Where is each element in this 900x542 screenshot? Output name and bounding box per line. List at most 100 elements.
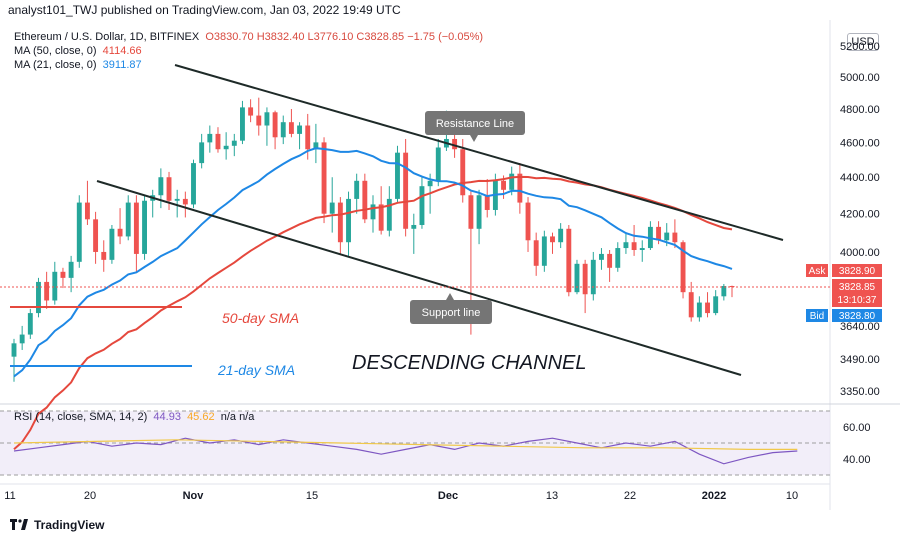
resistance-callout-tail [470, 135, 478, 142]
candle-body[interactable] [199, 142, 205, 164]
candle-body[interactable] [223, 145, 229, 150]
candle-body[interactable] [133, 202, 139, 254]
candle-body[interactable] [574, 263, 580, 293]
candle-body[interactable] [68, 261, 74, 278]
candle-body[interactable] [264, 112, 270, 126]
candle-body[interactable] [419, 186, 425, 225]
candle-body[interactable] [517, 173, 523, 203]
candle-body[interactable] [370, 204, 376, 220]
candle-body[interactable] [476, 195, 482, 229]
candle-body[interactable] [109, 228, 115, 260]
candle-body[interactable] [280, 122, 286, 138]
candle-body[interactable] [721, 286, 727, 297]
candle-body[interactable] [313, 142, 319, 150]
price-axis-ticks: 5200.00 5000.00 4800.00 4600.00 4400.00 4200.… [840, 41, 880, 398]
candle-body[interactable] [386, 198, 392, 231]
candle-body[interactable] [174, 198, 180, 201]
candle-body[interactable] [631, 242, 637, 251]
candle-body[interactable] [191, 163, 196, 205]
candle-body[interactable] [696, 302, 702, 318]
candle-body[interactable] [166, 177, 172, 201]
candle-body[interactable] [558, 228, 564, 243]
candle-body[interactable] [460, 149, 466, 196]
footer-brand[interactable]: TradingView [10, 518, 104, 532]
candle-body[interactable] [52, 271, 58, 301]
symbol-title[interactable]: Ethereum / U.S. Dollar, 1D, BITFINEX [14, 31, 200, 43]
candle-body[interactable] [607, 253, 613, 268]
channel-lower-line[interactable] [96, 180, 742, 376]
candle-body[interactable] [403, 152, 409, 229]
candle-body[interactable] [346, 198, 351, 243]
candle-body[interactable] [615, 248, 621, 268]
candle-body[interactable] [231, 140, 237, 146]
candle-body[interactable] [207, 133, 213, 143]
candle-body[interactable] [656, 226, 662, 241]
candle-body[interactable] [125, 202, 131, 237]
candle-body[interactable] [117, 228, 123, 237]
rsi-legend[interactable]: RSI (14, close, SMA, 14, 2) 44.93 45.62 … [14, 411, 254, 423]
candle-body[interactable] [362, 180, 368, 220]
price-tick-label: 5200.00 [840, 41, 880, 53]
candle-body[interactable] [550, 236, 555, 243]
candle-body[interactable] [158, 177, 164, 196]
candle-body[interactable] [639, 248, 645, 251]
candle-body[interactable] [705, 302, 710, 314]
candle-body[interactable] [566, 228, 572, 293]
currency-button[interactable]: USD [847, 33, 879, 51]
candle-body[interactable] [142, 200, 147, 254]
candle-body[interactable] [533, 240, 539, 266]
candle-body[interactable] [680, 242, 686, 293]
legend-ma50-row[interactable]: MA (50, close, 0) 4114.66 [14, 44, 483, 58]
candle-body[interactable] [84, 202, 90, 220]
candle-body[interactable] [93, 219, 99, 252]
candle-body[interactable] [713, 296, 719, 314]
candle-body[interactable] [623, 242, 629, 249]
candle-body[interactable] [337, 202, 343, 243]
candle-body[interactable] [321, 142, 327, 214]
candle-body[interactable] [215, 133, 221, 150]
candle-body[interactable] [256, 115, 262, 126]
candle-body[interactable] [452, 138, 458, 150]
candle-body[interactable] [101, 251, 107, 260]
ma21-line[interactable] [13, 147, 733, 378]
candle-body[interactable] [248, 107, 254, 116]
candle-body[interactable] [11, 343, 17, 357]
legend-ma21-row[interactable]: MA (21, close, 0) 3911.87 [14, 58, 483, 72]
candle-body[interactable] [272, 112, 278, 138]
rsi-sma-line[interactable] [13, 439, 798, 450]
rsi-line[interactable] [13, 437, 798, 465]
candle-body[interactable] [36, 281, 41, 314]
candle-body[interactable] [411, 224, 417, 229]
candle-body[interactable] [27, 313, 33, 335]
candle-body[interactable] [182, 198, 188, 205]
candle-body[interactable] [672, 232, 678, 243]
candle-body[interactable] [525, 202, 531, 241]
channel-upper-line[interactable] [174, 64, 784, 241]
candle-body[interactable] [541, 236, 547, 266]
candle-body[interactable] [435, 147, 441, 181]
candle-body[interactable] [484, 195, 490, 210]
candle-body[interactable] [599, 253, 604, 260]
candle-body[interactable] [19, 334, 25, 344]
candle-body[interactable] [76, 202, 82, 262]
candle-body[interactable] [240, 107, 245, 141]
candle-body[interactable] [590, 259, 596, 295]
candle-body[interactable] [297, 125, 303, 134]
candle-body[interactable] [395, 152, 400, 199]
ma50-label: MA (50, close, 0) [14, 45, 97, 57]
candle-body[interactable] [468, 195, 474, 229]
candle-body[interactable] [305, 125, 311, 150]
candle-body[interactable] [378, 204, 384, 231]
candle-body[interactable] [582, 263, 588, 295]
candle-body[interactable] [427, 180, 433, 187]
candle-body[interactable] [44, 281, 50, 301]
candle-body[interactable] [60, 271, 66, 278]
candle-body[interactable] [664, 232, 670, 241]
candle-body[interactable] [329, 202, 335, 214]
candle-body[interactable] [501, 180, 506, 190]
candle-body[interactable] [688, 292, 694, 318]
candle-body[interactable] [509, 173, 515, 190]
candle-body[interactable] [354, 180, 360, 199]
candle-body[interactable] [288, 122, 294, 134]
